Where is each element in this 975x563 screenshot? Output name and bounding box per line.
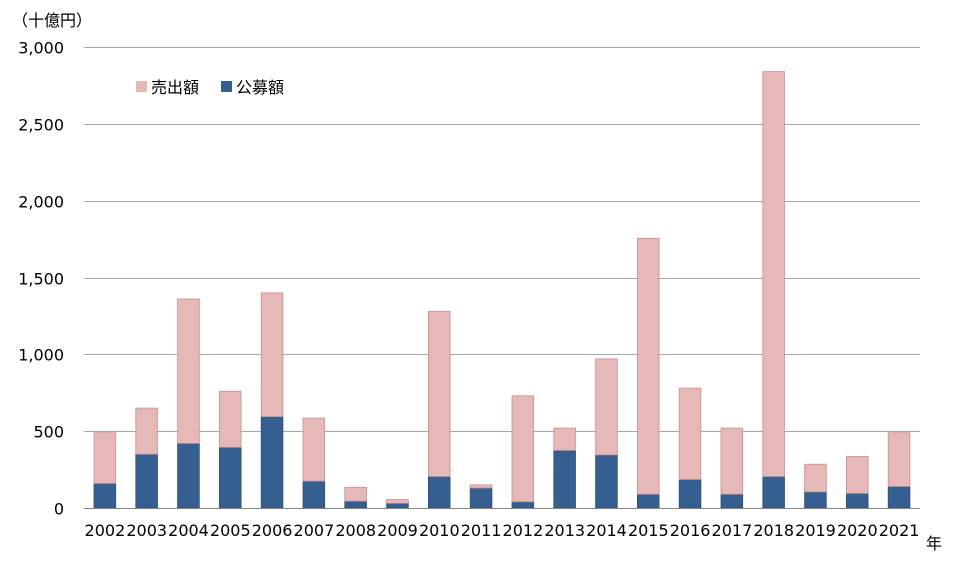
bar-uridashi-2013 <box>553 427 576 451</box>
bar-uridashi-2006 <box>260 292 284 417</box>
bar-koubo-2010 <box>427 476 451 509</box>
bar-uridashi-2005 <box>218 390 242 448</box>
bar-koubo-2017 <box>720 493 744 509</box>
x-tick-label: 2004 <box>168 521 209 540</box>
x-axis-label: 年 <box>926 534 942 553</box>
y-tick-label: 1,000 <box>18 346 64 365</box>
bar-koubo-2009 <box>386 502 409 509</box>
x-tick-label: 2015 <box>628 521 669 540</box>
bar-uridashi-2021 <box>887 432 911 487</box>
x-tick-label: 2005 <box>210 521 251 540</box>
gridlines <box>84 47 920 432</box>
bar-uridashi-2019 <box>804 463 827 493</box>
bar-koubo-2006 <box>260 416 284 509</box>
x-tick-label: 2018 <box>753 521 794 540</box>
bar-koubo-2004 <box>177 443 200 509</box>
bar-uridashi-2007 <box>302 417 326 482</box>
bar-koubo-2013 <box>553 449 576 509</box>
x-tick-label: 2019 <box>795 521 836 540</box>
legend-swatch <box>136 81 147 92</box>
legend-swatch <box>221 81 232 92</box>
bar-uridashi-2015 <box>637 237 660 495</box>
x-tick-label: 2021 <box>879 521 920 540</box>
legend-label: 公募額 <box>236 78 284 97</box>
bar-koubo-2003 <box>135 453 158 509</box>
bar-uridashi-2008 <box>344 486 367 502</box>
bar-koubo-2012 <box>511 501 535 509</box>
bar-koubo-2005 <box>218 446 242 509</box>
x-tick-label: 2016 <box>670 521 711 540</box>
x-tick-label: 2009 <box>377 521 418 540</box>
bar-uridashi-2014 <box>595 358 618 456</box>
y-axis-ticks: 0 500 1,000 1,500 2,000 2,500 3,000 <box>18 39 64 519</box>
x-tick-label: 2008 <box>335 521 376 540</box>
bar-koubo-2021 <box>887 486 911 509</box>
bar-uridashi-2009 <box>386 499 409 504</box>
bar-koubo-2014 <box>595 454 618 509</box>
bar-koubo-2002 <box>93 482 117 509</box>
x-tick-label: 2012 <box>503 521 544 540</box>
bar-uridashi-2012 <box>511 395 535 503</box>
bar-koubo-2016 <box>678 479 702 509</box>
bar-koubo-2011 <box>469 487 493 509</box>
x-tick-label: 2011 <box>461 521 502 540</box>
unit-label: （十億円） <box>12 11 92 30</box>
bar-uridashi-2010 <box>427 310 451 477</box>
bar-uridashi-2018 <box>762 71 785 477</box>
bar-koubo-2020 <box>846 492 869 509</box>
x-tick-label: 2007 <box>294 521 335 540</box>
bar-koubo-2018 <box>762 476 785 509</box>
bar-uridashi-2003 <box>135 407 158 455</box>
bar-uridashi-2020 <box>846 456 869 494</box>
y-tick-label: 2,000 <box>18 193 64 212</box>
bar-koubo-2007 <box>302 480 326 509</box>
x-tick-label: 2006 <box>252 521 293 540</box>
y-tick-label: 1,500 <box>18 270 64 289</box>
x-tick-label: 2002 <box>85 521 126 540</box>
bar-koubo-2008 <box>344 500 367 509</box>
bar-uridashi-2002 <box>93 432 117 484</box>
y-tick-label: 3,000 <box>18 39 64 58</box>
legend-label: 売出額 <box>151 78 199 97</box>
x-tick-label: 2014 <box>586 521 627 540</box>
bar-uridashi-2017 <box>720 427 744 495</box>
y-tick-label: 500 <box>33 423 64 442</box>
y-tick-label: 2,500 <box>18 116 64 135</box>
bar-uridashi-2011 <box>469 484 493 489</box>
bar-koubo-2015 <box>637 493 660 509</box>
bar-uridashi-2004 <box>177 298 200 444</box>
x-tick-label: 2003 <box>126 521 167 540</box>
bar-uridashi-2016 <box>678 387 702 480</box>
x-tick-label: 2010 <box>419 521 460 540</box>
x-tick-label: 2013 <box>544 521 585 540</box>
bars <box>93 71 911 509</box>
x-tick-label: 2020 <box>837 521 878 540</box>
y-tick-label: 0 <box>54 500 64 519</box>
bar-koubo-2019 <box>804 491 827 509</box>
x-tick-label: 2017 <box>712 521 753 540</box>
legend: 売出額 公募額 <box>136 78 284 97</box>
x-axis-ticks: 2002 2003 2004 2005 2006 2007 2008 2009 2010 2011… <box>85 521 920 540</box>
